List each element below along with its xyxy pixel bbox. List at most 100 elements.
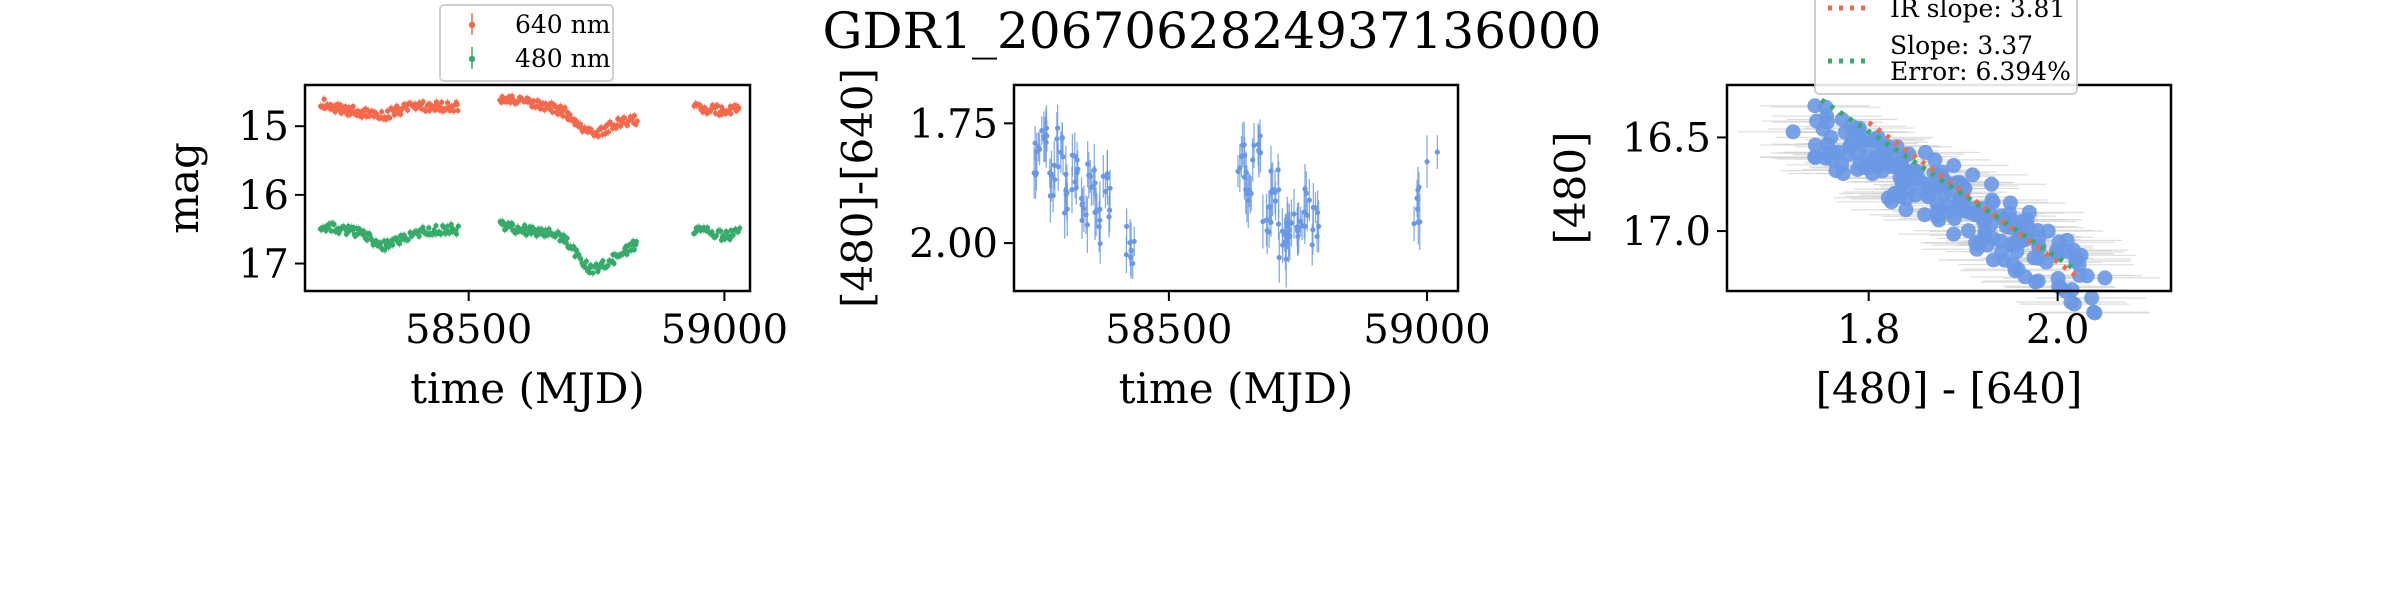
- data-point: [736, 105, 742, 111]
- data-point: [2064, 282, 2080, 298]
- x-axis-label: [480] - [640]: [1816, 364, 2083, 413]
- panel-light-curve: 58500 59000 15 16 17 time (MJD) mag 640 nm 480 n…: [159, 4, 788, 413]
- data-point: [1929, 208, 1945, 224]
- data-point: [2006, 257, 2022, 273]
- data-point: [714, 103, 721, 109]
- data-point: [390, 242, 396, 248]
- x-tick-label: 2.0: [2026, 307, 2090, 353]
- data-point: [1434, 149, 1440, 155]
- data-point: [1785, 124, 1801, 140]
- data-point: [1807, 137, 1823, 153]
- data-point: [1276, 254, 1282, 261]
- data-point: [1424, 159, 1430, 165]
- data-point: [634, 118, 640, 124]
- x-axis-label: time (MJD): [410, 364, 645, 413]
- data-point: [1088, 184, 1094, 191]
- data-point: [387, 115, 393, 121]
- data-point: [1043, 139, 1049, 145]
- data-point: [1035, 144, 1042, 150]
- data-point: [1294, 226, 1301, 233]
- data-point: [1946, 226, 1962, 242]
- data-point: [1302, 186, 1308, 192]
- data-point: [1086, 172, 1092, 178]
- y-tick-label: 17: [238, 242, 289, 288]
- data-point: [2009, 244, 2025, 260]
- data-point: [1124, 223, 1130, 229]
- data-point: [1850, 161, 1866, 177]
- data-point: [1835, 166, 1851, 182]
- data-point: [1983, 217, 1999, 233]
- y-tick-label: 17.0: [1622, 209, 1711, 255]
- data-point: [528, 230, 534, 237]
- data-point: [1240, 142, 1246, 148]
- data-point: [1985, 194, 2001, 210]
- data-point: [1315, 209, 1321, 216]
- data-point: [1993, 233, 2009, 249]
- data-point: [1985, 252, 2001, 268]
- data-point: [1807, 149, 1823, 165]
- axes-frame: [303, 83, 752, 293]
- data-point: [605, 129, 611, 135]
- data-point: [510, 222, 516, 228]
- data-point: [737, 225, 743, 231]
- data-point: [398, 111, 404, 117]
- data-point: [523, 232, 529, 238]
- panel-color-curve: 58500 59000 1.75 2.00 time (MJD) [480]-[640]: [833, 68, 1491, 413]
- data-point: [2030, 273, 2046, 289]
- data-point: [405, 237, 411, 243]
- fit-slope-line: [1820, 97, 2078, 273]
- y-tick-label: 15: [238, 104, 289, 150]
- data-point: [2087, 305, 2103, 321]
- data-point: [595, 133, 601, 139]
- data-point: [433, 223, 439, 229]
- data-point: [1880, 190, 1896, 206]
- data-point: [2097, 270, 2113, 286]
- data-point: [713, 233, 719, 239]
- data-point: [1962, 205, 1978, 221]
- y-tick-label: 2.00: [909, 221, 998, 267]
- data-point: [1906, 162, 1922, 178]
- legend-marker: [468, 55, 476, 63]
- data-point: [1251, 142, 1257, 149]
- data-point: [1898, 202, 1914, 218]
- data-point: [1880, 139, 1896, 155]
- data-point: [1246, 187, 1252, 193]
- data-point: [416, 233, 422, 239]
- data-point: [1815, 121, 1831, 137]
- data-point: [1972, 235, 1988, 251]
- data-point: [1946, 158, 1962, 174]
- y-tick-label: 16: [238, 173, 289, 219]
- data-point: [1266, 229, 1272, 235]
- data-point: [631, 113, 638, 119]
- data-point: [444, 100, 451, 106]
- data-point: [1085, 161, 1091, 167]
- data-point: [1286, 227, 1292, 233]
- data-point: [1063, 171, 1069, 177]
- y-axis-label: mag: [159, 142, 208, 234]
- data-point: [2073, 247, 2089, 263]
- data-point: [2038, 254, 2054, 270]
- y-tick-label: 1.75: [909, 101, 998, 147]
- data-point: [1852, 124, 1868, 140]
- data-point: [1060, 154, 1066, 160]
- data-point: [1260, 218, 1266, 225]
- data-point: [1047, 193, 1053, 199]
- x-axis-label: time (MJD): [1119, 364, 1354, 413]
- data-point: [455, 223, 461, 229]
- x-tick-label: 58500: [405, 307, 532, 353]
- data-point: [1984, 176, 2000, 192]
- data-point: [727, 236, 733, 242]
- data-point: [1299, 222, 1305, 229]
- data-point: [350, 103, 356, 109]
- data-point: [611, 260, 617, 267]
- data-point: [1237, 165, 1243, 171]
- data-point: [1310, 204, 1316, 211]
- data-point: [420, 99, 426, 105]
- legend-label: 480 nm: [515, 44, 611, 73]
- legend-marker: [468, 21, 476, 29]
- panel-color-magnitude: 1.8 2.0 16.5 17.0 [480] - [640] [480] IR slope…: [1546, 0, 2173, 413]
- data-point: [426, 225, 432, 231]
- series-640nm: [318, 92, 742, 141]
- legend-label-line2: Error: 6.394%: [1890, 57, 2071, 86]
- data-point: [1123, 252, 1129, 258]
